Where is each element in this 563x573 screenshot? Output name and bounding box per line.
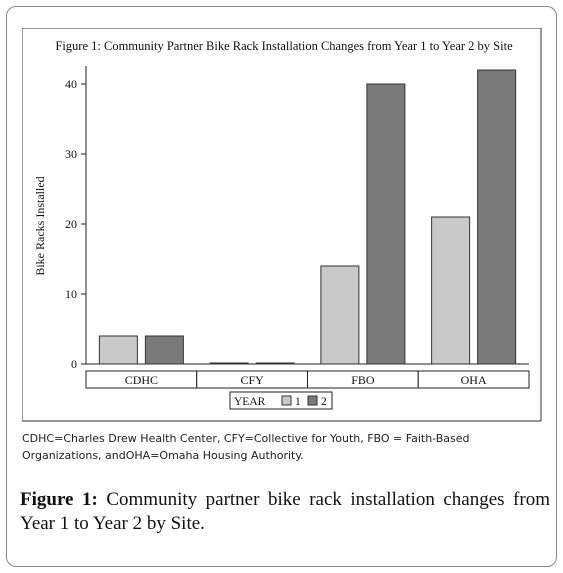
bar-cdhc-series-1: [98, 335, 138, 365]
caption-label: Figure 1:: [20, 489, 98, 510]
chart-title: Figure 1: Community Partner Bike Rack In…: [55, 39, 513, 53]
legend-swatch-1: [281, 395, 292, 406]
category-label: OHA: [461, 373, 487, 387]
y-axis-label: Bike Racks Installed: [33, 176, 47, 275]
y-tick-label: 30: [65, 147, 77, 161]
category-label: CDHC: [125, 373, 158, 387]
legend-label-1: 1: [295, 396, 301, 408]
legend-title: YEAR: [234, 396, 266, 408]
bar-oha-series-1: [431, 216, 471, 365]
bar-fbo-series-2: [366, 83, 406, 365]
category-box: [417, 370, 530, 389]
note-line-2: Organizations, andOHA=Omaha Housing Auth…: [22, 449, 304, 462]
y-tick-label: 0: [71, 357, 77, 371]
y-tick-label: 20: [65, 217, 77, 231]
bar-fbo-series-1: [320, 265, 360, 365]
legend-swatch-2: [307, 395, 318, 406]
category-label: CFY: [240, 373, 264, 387]
legend-label-2: 2: [321, 396, 327, 408]
bar-oha-series-2: [477, 69, 517, 365]
category-label: FBO: [351, 373, 375, 387]
caption-text: Community partner bike rack installation…: [20, 489, 550, 534]
bar-cdhc-series-2: [144, 335, 184, 365]
figure-caption: Figure 1: Community partner bike rack in…: [20, 488, 550, 536]
y-tick-label: 10: [65, 287, 77, 301]
y-tick-label: 40: [65, 77, 77, 91]
bar-chart: Figure 1: Community Partner Bike Rack In…: [22, 28, 542, 422]
abbreviation-note: CDHC=Charles Drew Health Center, CFY=Col…: [22, 430, 542, 464]
legend-box: [229, 391, 333, 410]
bar-cfy-series-2: [255, 362, 295, 365]
bar-cfy-series-1: [209, 362, 249, 365]
note-line-1: CDHC=Charles Drew Health Center, CFY=Col…: [22, 432, 470, 445]
